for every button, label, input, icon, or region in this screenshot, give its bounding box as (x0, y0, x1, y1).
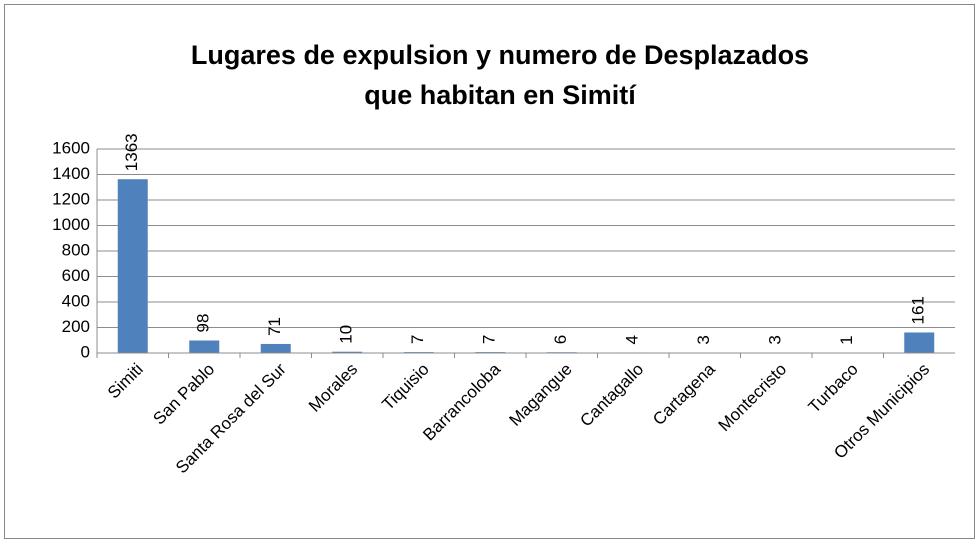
data-label: 161 (909, 296, 928, 324)
y-tick-label: 600 (62, 266, 90, 285)
data-label: 7 (480, 335, 499, 344)
chart-border (4, 4, 975, 539)
y-tick-label: 0 (81, 342, 90, 361)
data-label: 6 (551, 335, 570, 344)
y-tick-label: 1600 (52, 138, 90, 157)
bar (332, 351, 363, 353)
data-label: 3 (766, 335, 785, 344)
data-label: 1 (837, 335, 856, 344)
bar (189, 340, 220, 353)
y-tick-label: 1000 (52, 215, 90, 234)
data-label: 98 (194, 314, 213, 333)
y-tick-label: 1200 (52, 189, 90, 208)
y-tick-label: 400 (62, 291, 90, 310)
data-label: 1363 (122, 133, 141, 171)
chart-title: Lugares de expulsion y numero de Desplaz… (191, 40, 809, 70)
y-tick-label: 800 (62, 240, 90, 259)
bar (904, 332, 935, 353)
bar (117, 179, 148, 353)
bar (260, 343, 291, 353)
data-label: 71 (265, 317, 284, 336)
y-tick-label: 200 (62, 317, 90, 336)
y-tick-label: 1400 (52, 164, 90, 183)
data-label: 4 (623, 335, 642, 344)
chart-title: que habitan en Simití (364, 80, 637, 110)
data-label: 7 (408, 335, 427, 344)
data-label: 3 (694, 335, 713, 344)
data-label: 10 (337, 325, 356, 344)
